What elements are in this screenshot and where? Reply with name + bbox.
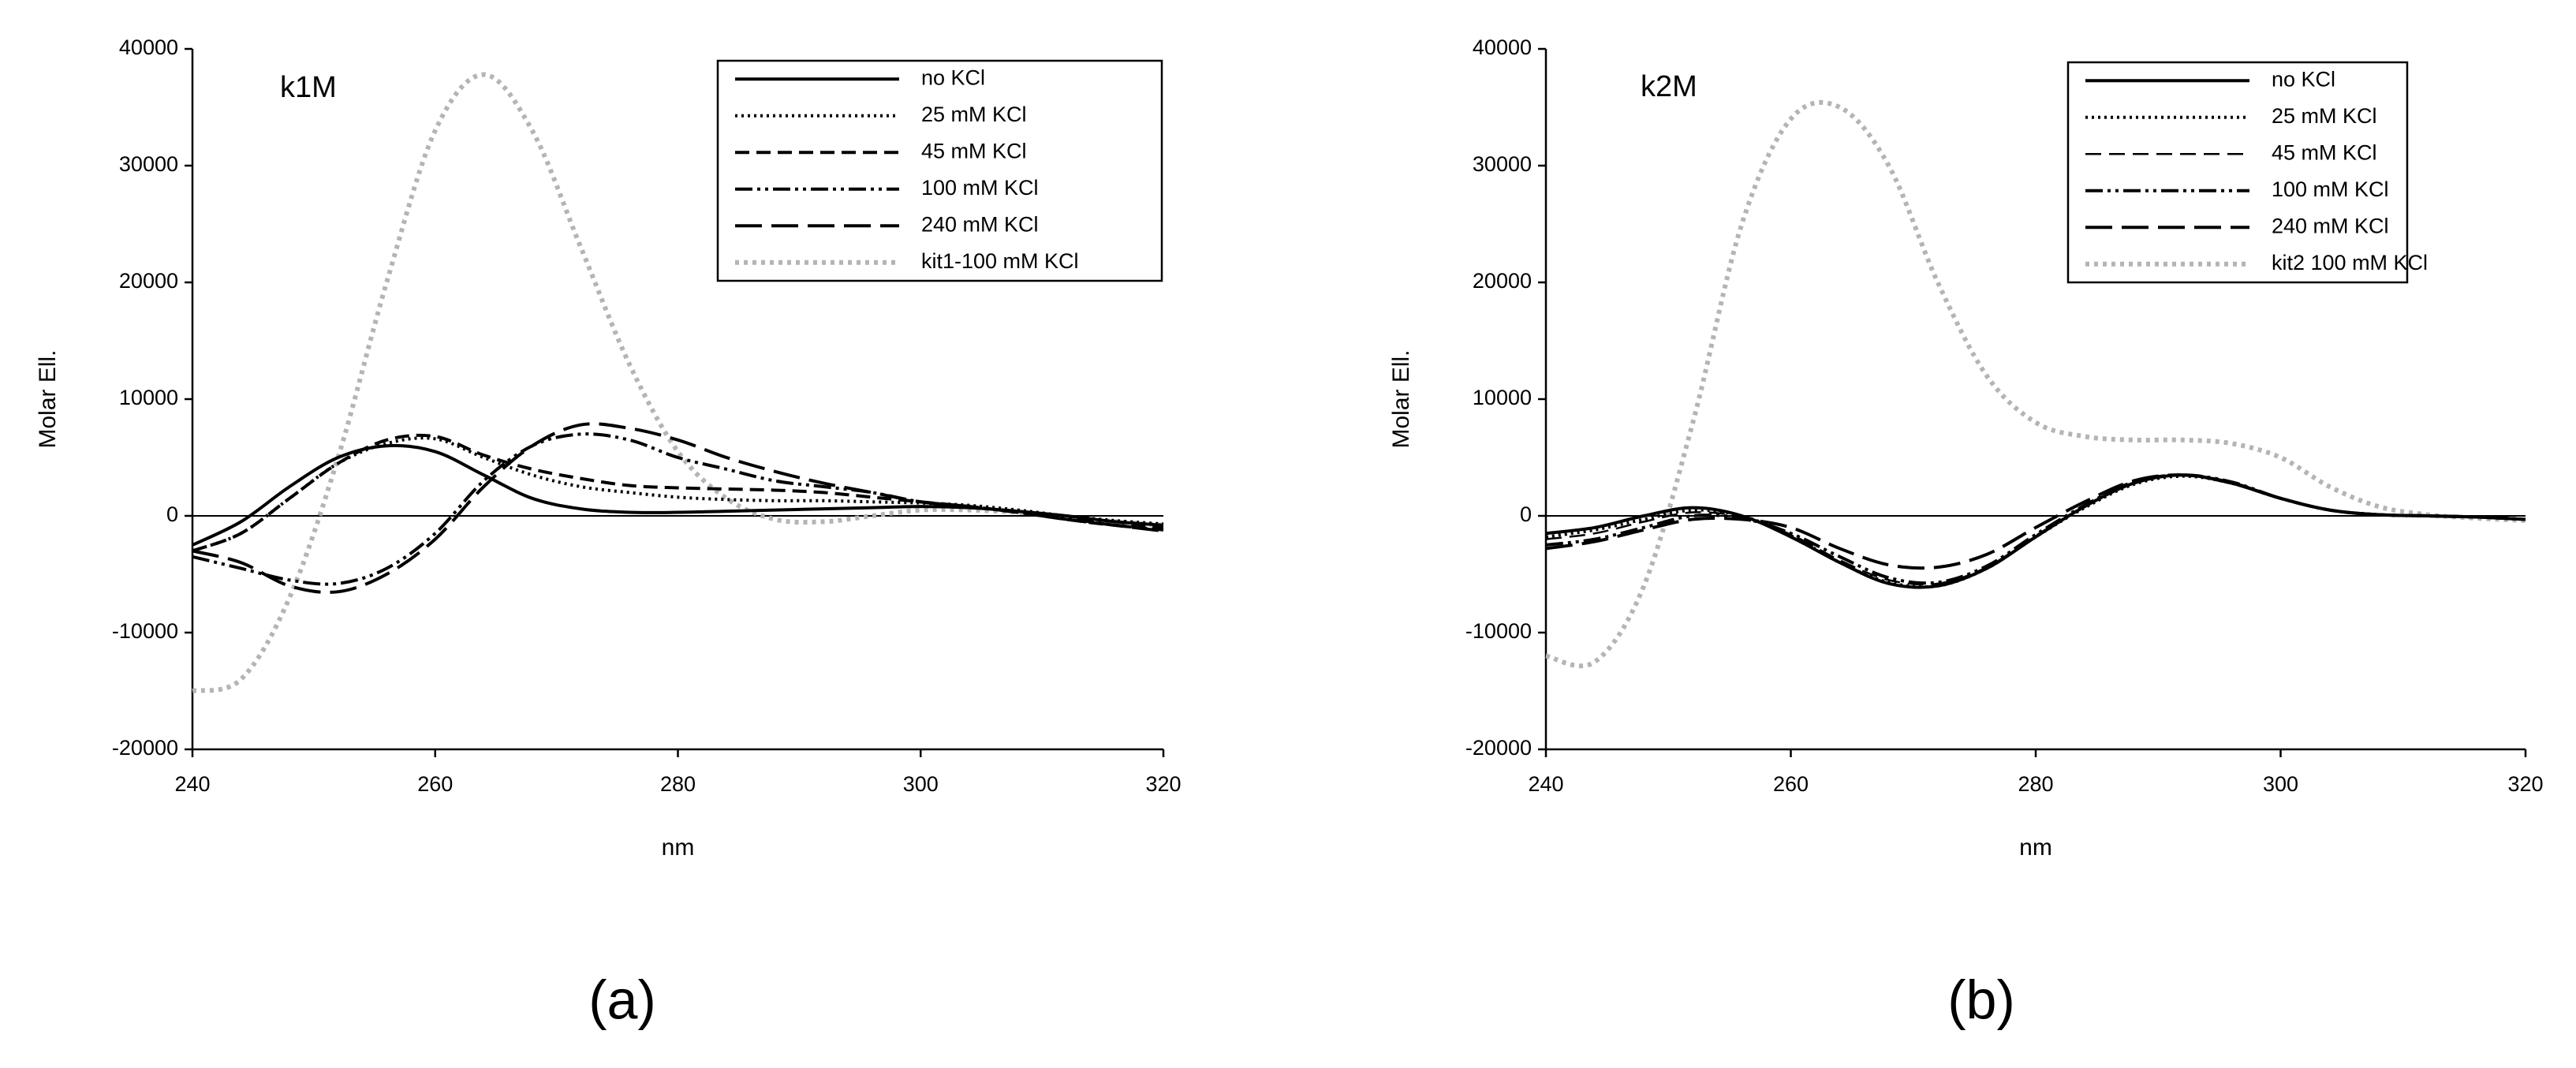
legend-label: 25 mM KCl: [921, 103, 1027, 126]
y-tick-label: -10000: [1465, 619, 1532, 643]
x-tick-label: 260: [1773, 772, 1809, 796]
x-axis-label: nm: [662, 835, 695, 861]
annotation: k2M: [1641, 70, 1697, 103]
data-line: [1545, 99, 2526, 669]
legend-label: no KCl: [2272, 67, 2335, 91]
legend-box: [2066, 61, 2409, 284]
y-axis-label: Molar Ell.: [35, 349, 61, 448]
x-tick-label: 320: [1145, 772, 1181, 796]
y-tick-label: 40000: [119, 35, 178, 59]
x-tick-label: 300: [2263, 772, 2298, 796]
data-line: [192, 422, 1164, 594]
data-line: [1545, 474, 2526, 589]
y-tick-label: 40000: [1473, 35, 1532, 59]
y-tick-label: -20000: [112, 736, 178, 760]
y-tick-label: -10000: [112, 619, 178, 643]
y-tick-label: 30000: [1473, 152, 1532, 176]
y-tick-label: 20000: [119, 269, 178, 293]
y-tick-label: -20000: [1465, 736, 1532, 760]
legend-box: [716, 59, 1163, 282]
y-tick-label: 0: [1520, 502, 1532, 526]
x-tick-label: 240: [174, 772, 210, 796]
legend-label: 100 mM KCl: [2272, 177, 2389, 201]
legend-label: 45 mM KCl: [2272, 140, 2377, 164]
data-line: [192, 443, 1164, 547]
legend-label: 100 mM KCl: [921, 176, 1039, 200]
data-line: [1545, 473, 2526, 586]
caption: (a): [588, 969, 656, 1030]
y-tick-label: 0: [166, 502, 178, 526]
x-tick-label: 280: [660, 772, 696, 796]
x-tick-label: 300: [903, 772, 939, 796]
y-tick-label: 30000: [119, 152, 178, 176]
x-axis-label: nm: [2019, 835, 2052, 861]
data-line: [1545, 473, 2526, 570]
data-line: [192, 433, 1164, 553]
y-tick-label: 10000: [1473, 386, 1532, 409]
legend-label: 240 mM KCl: [2272, 214, 2389, 237]
y-tick-label: 10000: [119, 386, 178, 409]
x-tick-label: 240: [1528, 772, 1563, 796]
x-tick-label: 260: [417, 772, 453, 796]
data-line: [1545, 473, 2526, 589]
legend-label: kit2 100 mM KCl: [2272, 251, 2428, 274]
legend-label: 45 mM KCl: [921, 139, 1027, 162]
y-axis-label: Molar Ell.: [1388, 349, 1414, 448]
x-tick-label: 280: [2018, 772, 2053, 796]
legend-label: no KCl: [921, 65, 985, 89]
legend-label: kit1-100 mM KCl: [921, 249, 1079, 273]
data-line: [192, 436, 1164, 553]
x-tick-label: 320: [2507, 772, 2543, 796]
legend-label: 240 mM KCl: [921, 212, 1039, 236]
caption: (b): [1947, 969, 2015, 1030]
annotation: k1M: [280, 71, 337, 104]
y-tick-label: 20000: [1473, 269, 1532, 293]
legend-label: 25 mM KCl: [2272, 104, 2377, 128]
